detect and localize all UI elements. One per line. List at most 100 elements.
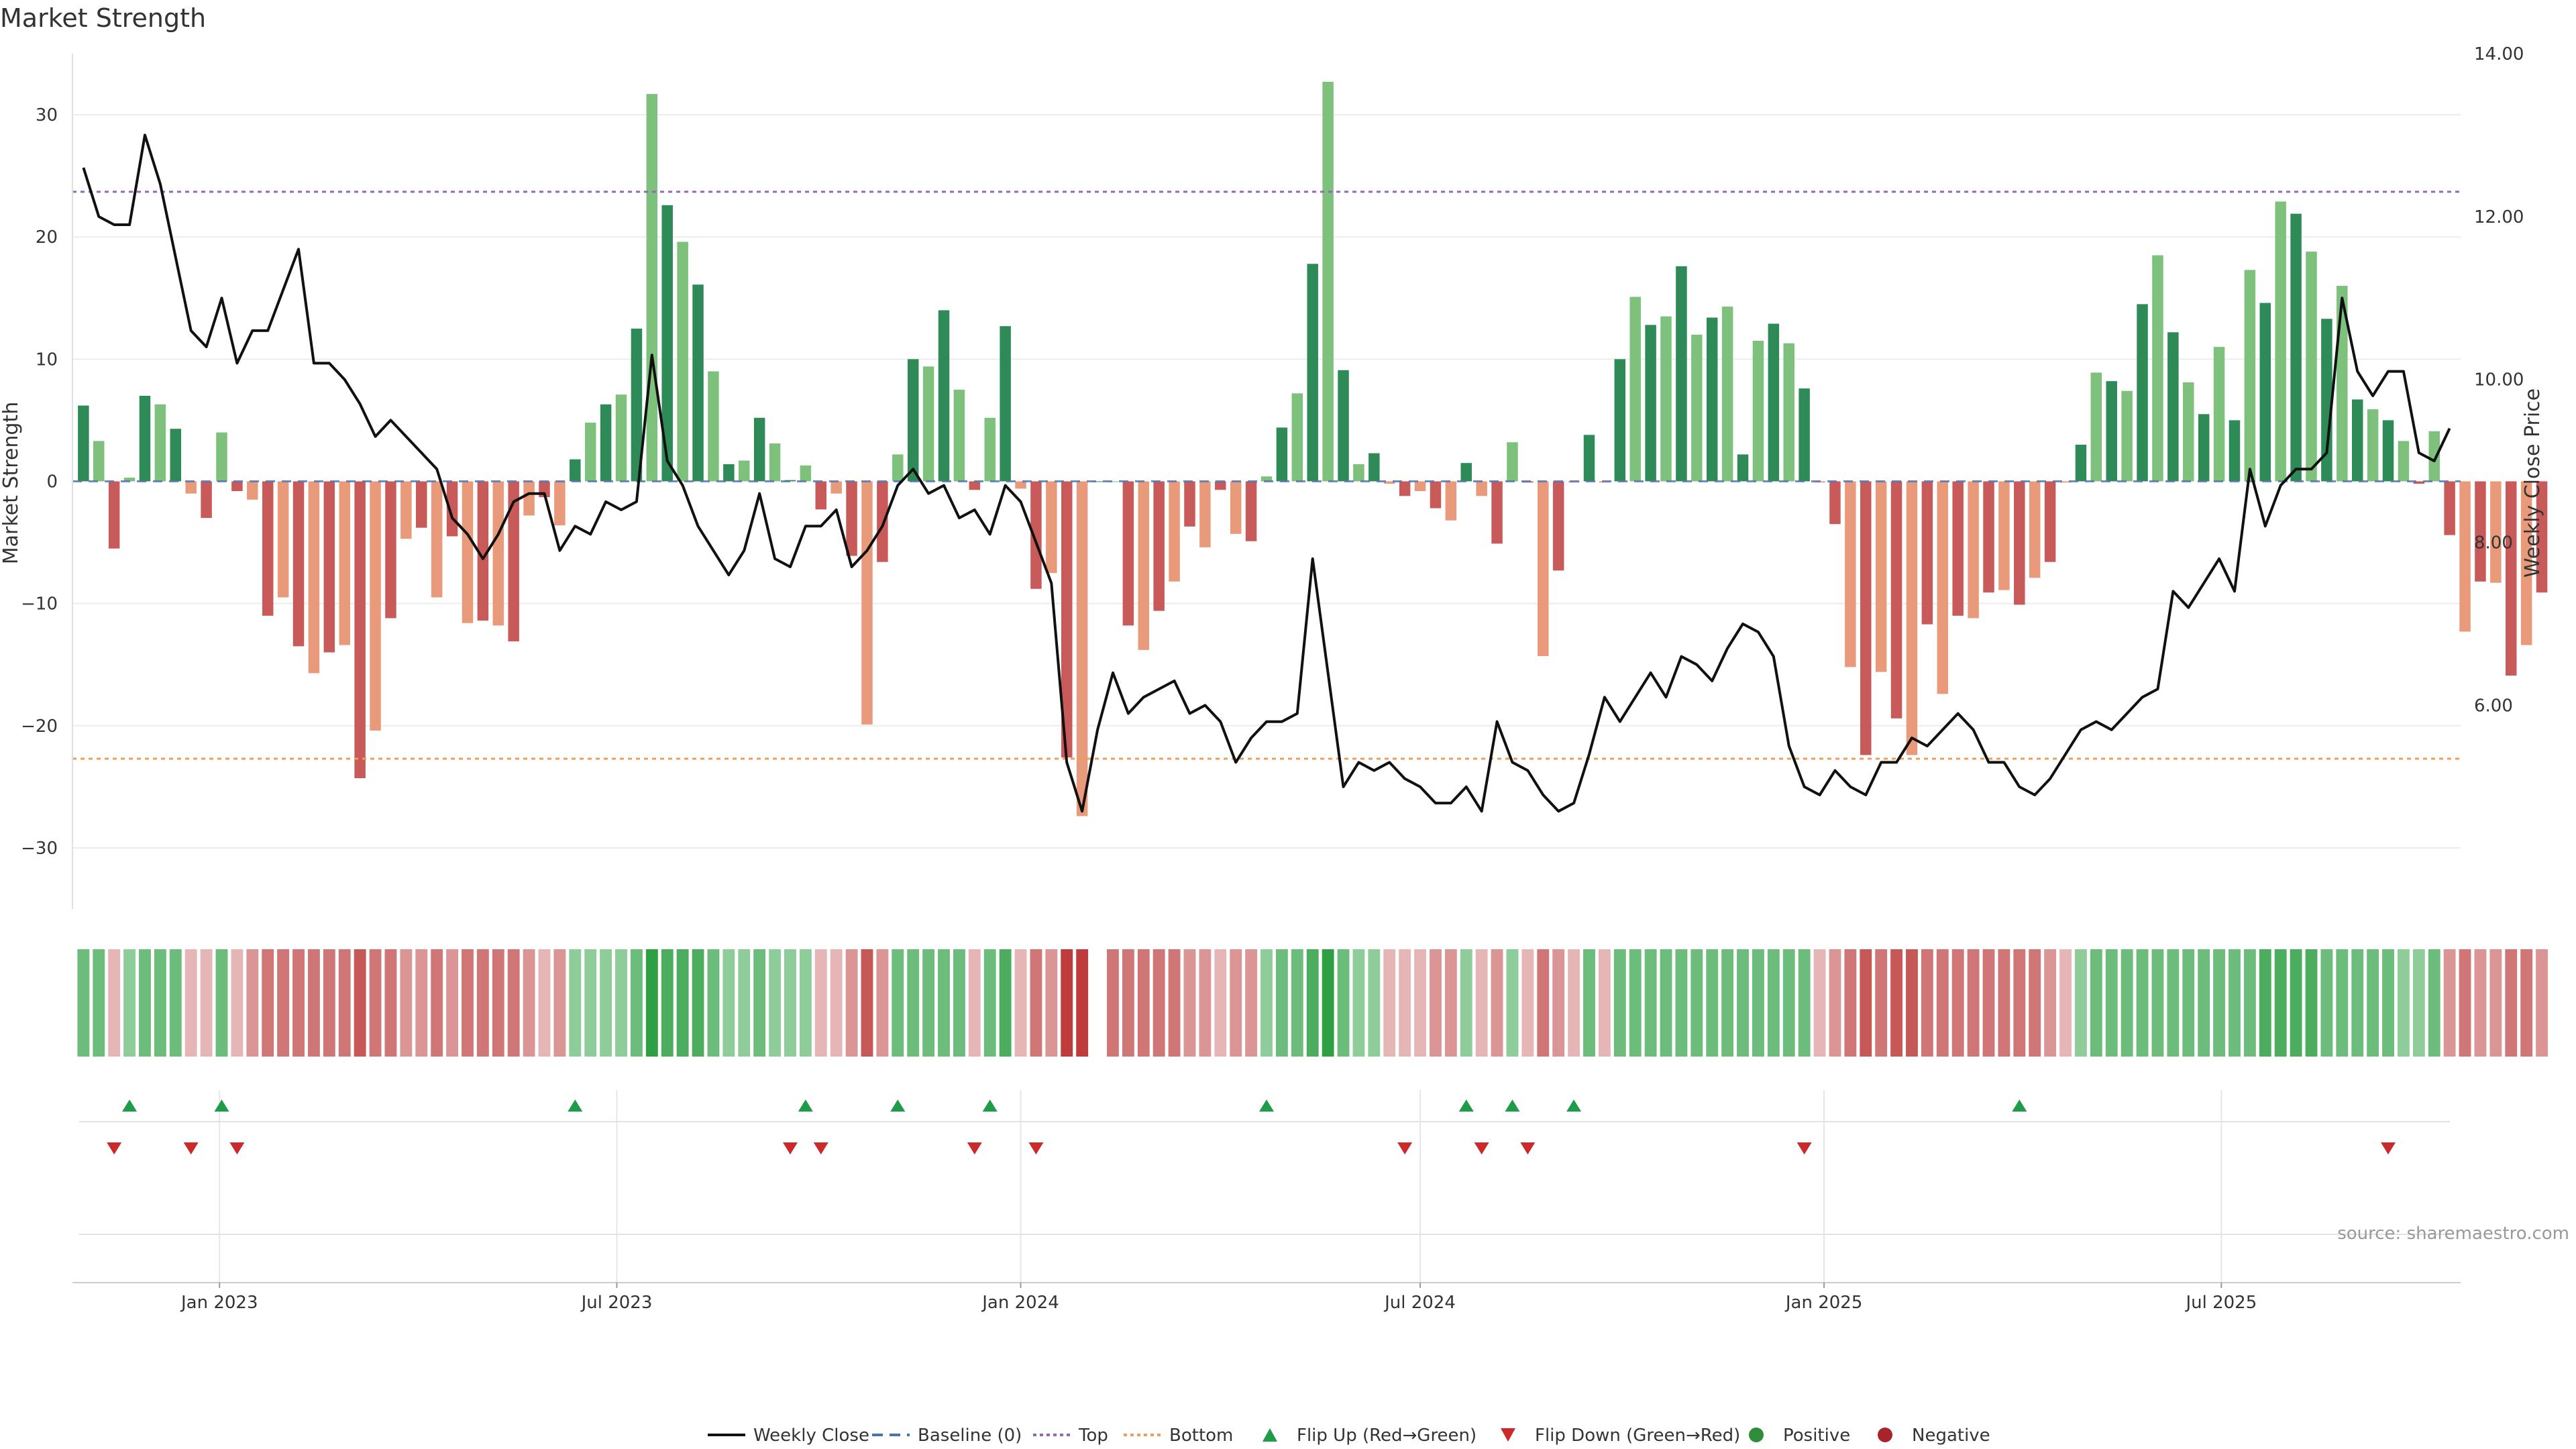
- state-cell: [2397, 949, 2410, 1057]
- state-cell: [2520, 949, 2533, 1057]
- strength-bar: [1998, 481, 2010, 590]
- strength-bar: [231, 481, 243, 492]
- state-cell: [845, 949, 858, 1057]
- strength-bar: [2290, 213, 2302, 482]
- state-cell: [2443, 949, 2456, 1057]
- strength-bar: [1215, 481, 1226, 490]
- flip-up-marker: [2012, 1099, 2027, 1112]
- legend-item-line: Weekly Close: [708, 1426, 869, 1446]
- state-cell: [1122, 949, 1134, 1057]
- strength-bar: [1076, 481, 1088, 816]
- state-cell: [1675, 949, 1688, 1057]
- strength-bar: [1122, 481, 1134, 626]
- state-cell: [507, 949, 520, 1057]
- strength-bar: [2506, 481, 2517, 676]
- legend-label: Positive: [1783, 1426, 1850, 1446]
- state-cell: [784, 949, 796, 1057]
- strength-bar: [1614, 359, 1626, 482]
- strength-bar: [1046, 481, 1057, 574]
- state-cell: [861, 949, 873, 1057]
- state-cell: [1460, 949, 1472, 1057]
- flip-up-marker: [1505, 1099, 1520, 1112]
- strength-bar: [1799, 388, 1810, 482]
- strength-bar: [1860, 481, 1872, 755]
- state-cell: [876, 949, 889, 1057]
- state-cell: [1690, 949, 1703, 1057]
- strength-bar: [1383, 481, 1395, 484]
- strength-bar: [1721, 307, 1733, 482]
- strength-bar: [984, 417, 996, 482]
- state-cell: [1982, 949, 1995, 1057]
- strength-bar: [1399, 481, 1411, 496]
- state-cell: [1721, 949, 1734, 1057]
- state-cell: [1414, 949, 1426, 1057]
- state-cell: [1230, 949, 1242, 1057]
- strength-bar: [2321, 319, 2332, 482]
- state-cell: [707, 949, 720, 1057]
- left-tick-label: −20: [21, 716, 58, 737]
- state-cell: [323, 949, 335, 1057]
- legend-swatch: [1878, 1428, 1892, 1442]
- state-cell: [2305, 949, 2318, 1057]
- state-cell: [1368, 949, 1381, 1057]
- state-cell: [1813, 949, 1826, 1057]
- strength-bar: [1322, 81, 1334, 482]
- flip-down-marker: [782, 1142, 798, 1155]
- strength-bar: [953, 389, 965, 482]
- state-cell: [123, 949, 136, 1057]
- flip-up-marker: [1458, 1099, 1474, 1112]
- strength-bar: [2075, 444, 2087, 482]
- state-cell: [2229, 949, 2241, 1057]
- strength-bar: [1952, 481, 1964, 616]
- strength-bar: [1921, 481, 1933, 625]
- flip-up-marker: [122, 1099, 138, 1112]
- state-cell: [645, 949, 658, 1057]
- state-cell: [169, 949, 182, 1057]
- state-cell: [93, 949, 105, 1057]
- strength-bar: [631, 328, 643, 482]
- state-cell: [2505, 949, 2518, 1057]
- state-cell: [2336, 949, 2349, 1057]
- legend-label: Bottom: [1169, 1426, 1233, 1446]
- state-cell: [968, 949, 981, 1057]
- strength-bar: [1338, 370, 1349, 482]
- state-cell: [1737, 949, 1749, 1057]
- state-cell: [1890, 949, 1903, 1057]
- strength-bar: [2536, 481, 2548, 593]
- state-cell: [1337, 949, 1350, 1057]
- state-cell: [184, 949, 197, 1057]
- strength-bar: [1845, 481, 1856, 667]
- state-cell: [1091, 949, 1104, 1057]
- state-cell: [1045, 949, 1058, 1057]
- strength-bar: [1276, 427, 1288, 482]
- state-cell: [1752, 949, 1764, 1057]
- strength-bar: [2213, 347, 2225, 482]
- strength-bar: [1430, 481, 1442, 508]
- strength-bar: [2351, 399, 2363, 482]
- state-cell: [799, 949, 812, 1057]
- weekly-close-series: [82, 133, 2451, 813]
- state-cell: [2351, 949, 2364, 1057]
- state-cell: [1829, 949, 1841, 1057]
- flip-down-marker: [2381, 1142, 2396, 1155]
- state-heat-strip: [77, 949, 2548, 1057]
- strength-bar: [846, 481, 857, 556]
- state-cell: [2243, 949, 2256, 1057]
- strength-bar: [492, 481, 504, 626]
- state-cell: [2121, 949, 2133, 1057]
- state-cell: [753, 949, 766, 1057]
- state-cell: [1644, 949, 1657, 1057]
- legend: Weekly Close Baseline (0) Top Bottom Flip Up…: [708, 1426, 1990, 1446]
- state-cell: [2182, 949, 2195, 1057]
- strength-bar: [2044, 481, 2056, 562]
- left-tick-label: −30: [21, 839, 58, 859]
- strength-bar: [646, 94, 658, 482]
- strength-bar: [2413, 481, 2425, 484]
- strength-bar: [2275, 201, 2286, 482]
- strength-bar: [2306, 252, 2317, 482]
- state-cell: [1537, 949, 1550, 1057]
- strength-bar: [1968, 481, 1979, 619]
- strength-bar: [277, 481, 289, 598]
- strength-bar: [1768, 323, 1780, 482]
- state-cell: [1491, 949, 1503, 1057]
